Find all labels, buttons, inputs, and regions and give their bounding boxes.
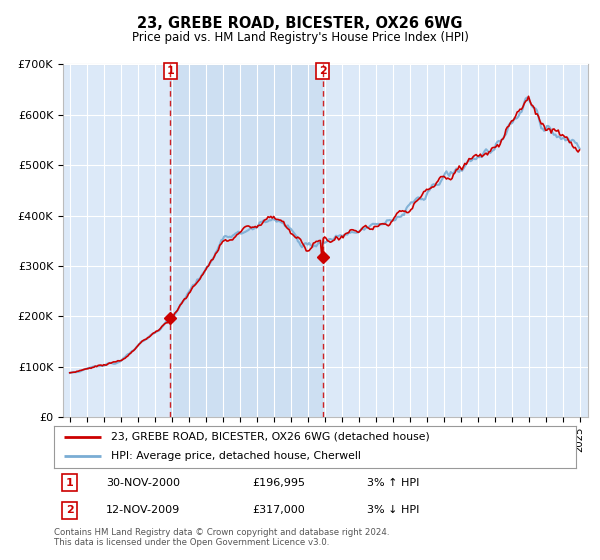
Text: 3% ↓ HPI: 3% ↓ HPI — [367, 505, 419, 515]
Text: £196,995: £196,995 — [253, 478, 305, 488]
Text: 23, GREBE ROAD, BICESTER, OX26 6WG: 23, GREBE ROAD, BICESTER, OX26 6WG — [137, 16, 463, 31]
Text: 23, GREBE ROAD, BICESTER, OX26 6WG (detached house): 23, GREBE ROAD, BICESTER, OX26 6WG (deta… — [112, 432, 430, 442]
Bar — [170, 64, 323, 417]
Text: Contains HM Land Registry data © Crown copyright and database right 2024.
This d: Contains HM Land Registry data © Crown c… — [54, 528, 389, 547]
Text: 12-NOV-2009: 12-NOV-2009 — [106, 505, 181, 515]
Text: 1: 1 — [66, 478, 74, 488]
Text: Price paid vs. HM Land Registry's House Price Index (HPI): Price paid vs. HM Land Registry's House … — [131, 31, 469, 44]
Text: £317,000: £317,000 — [253, 505, 305, 515]
Text: HPI: Average price, detached house, Cherwell: HPI: Average price, detached house, Cher… — [112, 451, 361, 461]
Text: 30-NOV-2000: 30-NOV-2000 — [106, 478, 180, 488]
Text: 1: 1 — [166, 66, 174, 76]
Text: 3% ↑ HPI: 3% ↑ HPI — [367, 478, 419, 488]
Text: 2: 2 — [319, 66, 326, 76]
Text: 2: 2 — [66, 505, 74, 515]
